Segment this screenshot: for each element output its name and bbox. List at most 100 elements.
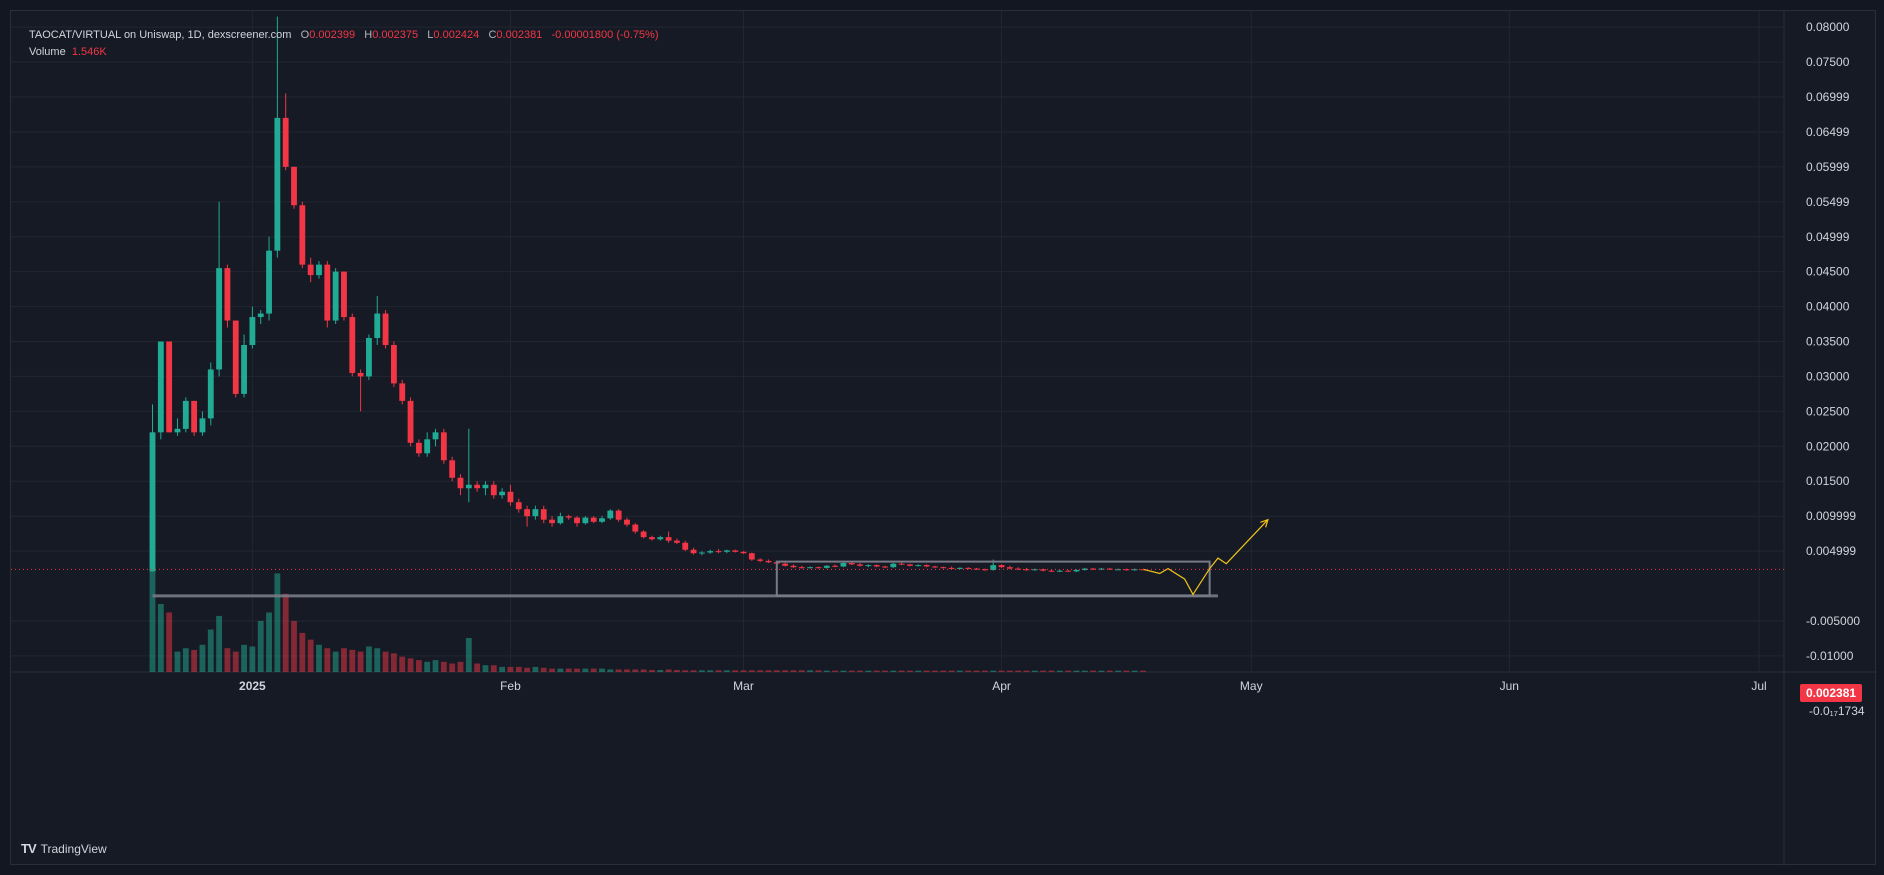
- legend-open-value: 0.002399: [309, 29, 356, 41]
- candle-body: [274, 117, 281, 251]
- candle-body: [782, 563, 789, 566]
- volume-bar: [274, 573, 281, 672]
- candle-body: [732, 550, 739, 552]
- candle-body: [1023, 569, 1030, 571]
- volume-bar: [507, 666, 514, 672]
- volume-bar: [599, 668, 605, 672]
- volume-bar: [182, 648, 189, 672]
- y-tick-label: 0.08000: [1806, 20, 1850, 34]
- x-tick-label: Apr: [992, 679, 1011, 693]
- candle-body: [857, 564, 863, 566]
- volume-bar: [873, 670, 880, 672]
- candle-body: [1048, 570, 1055, 572]
- volume-bar: [932, 670, 938, 672]
- candle-body: [740, 551, 747, 554]
- volume-bar: [973, 670, 980, 672]
- projection-path[interactable]: [1142, 519, 1269, 596]
- legend-title: TAOCAT/VIRTUAL on Uniswap, 1D, dexscreen…: [29, 29, 292, 41]
- range-box[interactable]: [775, 560, 1211, 597]
- candle-body: [1098, 568, 1105, 570]
- candle-body: [1115, 569, 1121, 571]
- candle-body: [166, 341, 173, 433]
- volume-bar: [249, 646, 256, 672]
- volume-bar: [707, 670, 714, 672]
- candle-body: [1056, 570, 1063, 572]
- x-tick-label: Jul: [1751, 679, 1766, 693]
- candle-body: [341, 271, 347, 318]
- candle-body: [965, 567, 972, 569]
- tradingview-logo[interactable]: TV TradingView: [21, 841, 107, 856]
- candle-body: [499, 491, 506, 496]
- candle-body: [948, 567, 955, 569]
- volume-bar: [790, 670, 797, 672]
- candle-body: [216, 268, 223, 370]
- candle-body: [540, 509, 547, 520]
- volume-bar: [898, 670, 905, 672]
- candle-body: [923, 565, 930, 567]
- candle-body: [1040, 569, 1047, 571]
- candle-body: [232, 320, 239, 394]
- candle-body: [1131, 569, 1138, 571]
- legend-low-value: 0.002424: [433, 29, 480, 41]
- volume-bar: [307, 639, 314, 672]
- volume-bar: [415, 660, 422, 672]
- volume-bar: [341, 648, 347, 672]
- candle-body: [698, 552, 705, 554]
- candle-body: [590, 517, 597, 522]
- volume-bar: [907, 670, 913, 672]
- candle-body: [748, 553, 755, 560]
- candle-body: [915, 565, 922, 567]
- tradingview-icon: TV: [21, 841, 37, 856]
- volume-bar: [166, 612, 173, 672]
- last-price-badge: 0.002381: [1800, 684, 1863, 702]
- candle-body: [599, 518, 605, 522]
- volume-bar: [1015, 670, 1022, 672]
- volume-bar: [540, 667, 547, 672]
- candle-body: [807, 567, 814, 569]
- candle-body: [307, 264, 314, 276]
- volume-bar: [998, 670, 1005, 672]
- volume-bar: [241, 644, 247, 672]
- volume-legend: Volume 1.546K: [29, 46, 107, 58]
- candle-body: [1006, 567, 1013, 569]
- volume-bar: [332, 651, 339, 672]
- chart-frame: 0.08000 0.07500 0.06999 0.06499 0.05999 0.054…: [10, 10, 1877, 866]
- candle-body: [474, 484, 481, 489]
- candle-body: [890, 563, 897, 568]
- volume-value: 1.546K: [71, 46, 107, 58]
- price-chart[interactable]: 0.08000 0.07500 0.06999 0.06499 0.05999 0.054…: [11, 11, 1877, 866]
- candle-body: [1090, 568, 1097, 570]
- candle-body: [432, 432, 439, 440]
- volume-bar: [565, 668, 572, 672]
- candle-body: [674, 540, 680, 543]
- candle-body: [316, 264, 322, 276]
- candle-body: [990, 565, 997, 570]
- candle-body: [798, 567, 805, 569]
- volume-bar: [624, 669, 630, 672]
- candle-body: [565, 516, 572, 518]
- volume-bar: [640, 669, 647, 672]
- candle-body: [690, 549, 697, 554]
- volume-bar: [615, 669, 622, 672]
- candle-body: [515, 502, 522, 510]
- candle-body: [998, 565, 1005, 568]
- candle-body: [873, 565, 880, 567]
- volume-bar: [282, 593, 289, 672]
- volume-bar: [848, 670, 855, 672]
- volume-bar: [1065, 670, 1072, 672]
- candle-body: [757, 559, 764, 561]
- candle-body: [840, 562, 847, 567]
- volume-bar: [657, 669, 664, 672]
- candle-body: [357, 372, 364, 377]
- candle-body: [532, 509, 539, 517]
- x-tick-label: Feb: [500, 679, 521, 693]
- y-tick-label: 0.05499: [1806, 195, 1850, 209]
- candle-body: [649, 537, 655, 540]
- candle-body: [440, 432, 447, 461]
- volume-bar: [923, 670, 930, 672]
- candle-body: [1065, 570, 1072, 572]
- volume-bar: [324, 648, 331, 672]
- candle-body: [640, 531, 647, 538]
- volume-bar: [465, 638, 472, 672]
- volume-bar: [915, 670, 922, 672]
